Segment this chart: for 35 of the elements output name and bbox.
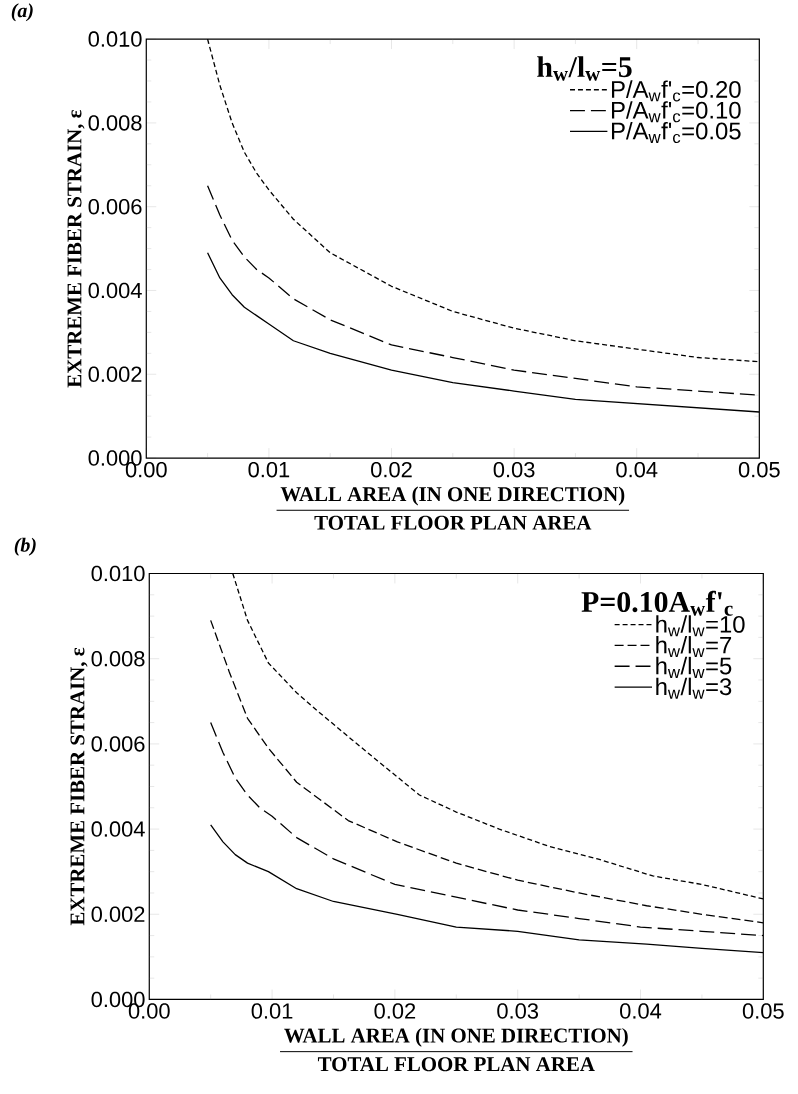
x-tick-label: 0.05 (738, 461, 780, 478)
y-tick-label: 0.002 (88, 366, 142, 383)
y-tick-label: 0.002 (91, 906, 145, 923)
y-tick-label: 0.006 (91, 736, 145, 752)
legend-title: h$_{w}$/l$_{w}$=5 (537, 56, 632, 81)
chart-title: (a) (11, 3, 33, 22)
x-tick-label: 0.02 (370, 461, 412, 478)
x-axis-title: WALL AREA (IN ONE DIRECTION) (284, 1027, 628, 1047)
legend-label: h$_{w}$/l$_{w}$=3 (656, 677, 732, 699)
x-tick-label: 0.05 (742, 1003, 784, 1019)
y-tick-label: 0.008 (91, 650, 145, 667)
legend-label: P/A$_{w}$f'$_{c}$=0.20 (611, 80, 741, 102)
x-tick-label: 0.03 (497, 1003, 538, 1019)
y-axis-title: EXTREME FIBER STRAIN, ε (67, 109, 85, 388)
x-tick-label: 0.02 (374, 1003, 416, 1019)
y-tick-label: 0.010 (88, 31, 142, 47)
x-axis-title: WALL AREA (IN ONE DIRECTION) (280, 486, 625, 506)
y-tick-label: 0.004 (91, 821, 145, 837)
x-tick-label: 0.03 (493, 461, 535, 478)
legend-label: h$_{w}$/l$_{w}$=5 (656, 656, 732, 678)
legend-label: h$_{w}$/l$_{w}$=10 (656, 615, 745, 637)
x-tick-label: 0.01 (248, 461, 290, 478)
x-tick-label: 0.01 (251, 1003, 293, 1019)
y-tick-label: 0.010 (91, 565, 145, 582)
x-tick-label: 0.04 (619, 1003, 662, 1019)
chart-title: (b) (14, 537, 36, 556)
text: TOTAL FLOOR PLAN AREA (317, 1057, 595, 1072)
y-tick-label: 0.006 (88, 198, 142, 215)
legend-title: P=0.10A$_{w}$f'$_{c}$ (581, 590, 733, 616)
text: TOTAL FLOOR PLAN AREA (314, 515, 592, 530)
x-tick-label: 0.04 (616, 461, 658, 478)
y-tick-label: 0.004 (88, 282, 142, 299)
y-tick-label: 0.008 (88, 115, 142, 131)
legend-label: P/A$_{w}$f'$_{c}$=0.10 (611, 101, 741, 123)
y-axis-title: EXTREME FIBER STRAIN, ε (70, 647, 88, 926)
